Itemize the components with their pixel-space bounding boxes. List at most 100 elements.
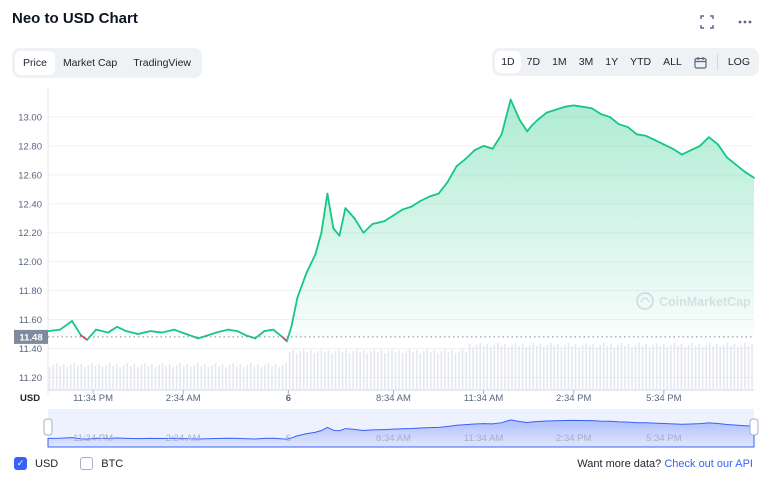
volume-bar (726, 343, 729, 389)
volume-bar (412, 352, 414, 389)
btc-checkbox[interactable] (80, 457, 94, 470)
tab-price[interactable]: Price (15, 51, 55, 75)
price-line-segment (332, 227, 341, 237)
volume-bar (648, 347, 651, 389)
volume-bar (398, 350, 400, 389)
volume-bar (271, 366, 273, 389)
volume-bar (232, 363, 234, 389)
price-line-segment (392, 208, 404, 217)
price-line-segment (599, 113, 611, 118)
navigator-tick-label: 11:34 AM (464, 433, 504, 444)
volume-bar (687, 345, 690, 389)
y-tick-label: 11.80 (19, 286, 42, 297)
range-3m[interactable]: 3M (578, 56, 594, 68)
calendar-icon[interactable] (688, 51, 713, 73)
volume-bar (631, 347, 633, 389)
range-1m[interactable]: 1M (552, 56, 567, 68)
price-line-segment (173, 328, 188, 335)
volume-bar (391, 349, 393, 389)
price-line-segment (206, 331, 218, 337)
volume-bar (564, 345, 566, 389)
volume-bar (246, 365, 249, 389)
volume-bar (249, 363, 252, 389)
volume-bar (447, 352, 450, 389)
navigator-tick-label: 11:34 PM (73, 433, 113, 444)
range-7d[interactable]: 7D (526, 56, 541, 68)
price-line-segment (377, 220, 386, 224)
log-scale-toggle[interactable]: LOG (727, 56, 750, 68)
price-line-segment (296, 272, 308, 299)
y-tick-label: 11.20 (19, 373, 42, 384)
volume-bar (147, 366, 150, 389)
volume-bar (599, 345, 602, 389)
tab-tradingview[interactable]: TradingView (133, 57, 191, 69)
currency-legend: ✓ USD BTC (14, 457, 137, 470)
price-line-segment (530, 118, 539, 127)
usd-checkbox[interactable]: ✓ (14, 457, 27, 470)
watermark-text: CoinMarketCap (659, 295, 751, 309)
navigator-handle-left[interactable] (43, 418, 53, 436)
volume-bar (221, 364, 224, 389)
volume-bar (426, 349, 429, 389)
volume-bar (394, 352, 397, 389)
volume-bar (730, 346, 732, 389)
volume-bar (490, 347, 492, 389)
volume-bar (369, 351, 372, 389)
api-note: Want more data? Check out our API (577, 458, 753, 470)
volume-bar (433, 350, 436, 389)
range-1d[interactable]: 1D (495, 51, 521, 73)
volume-bar (617, 345, 619, 389)
volume-bar (652, 345, 654, 389)
range-ytd[interactable]: YTD (630, 56, 652, 68)
volume-bar (500, 346, 503, 389)
volume-bar (345, 350, 347, 389)
price-line-segment (314, 231, 323, 256)
volume-bar (662, 344, 665, 389)
range-all[interactable]: ALL (663, 56, 682, 68)
volume-bar (239, 364, 241, 389)
legend-btc[interactable]: BTC (80, 457, 123, 470)
range-1y[interactable]: 1Y (605, 56, 619, 68)
price-line-segment (59, 320, 73, 331)
volume-bar (352, 351, 354, 389)
price-line-segment (161, 328, 176, 334)
volume-bar (465, 352, 467, 389)
legend-usd[interactable]: ✓ USD (14, 457, 58, 470)
baseline-label: 11.48 (19, 332, 42, 343)
volume-bar (514, 343, 517, 389)
range-navigator: 11:34 PM 2:34 AM 6 8:34 AM 11:34 AM 2:34 PM 5:… (43, 409, 759, 448)
volume-bar (211, 365, 213, 389)
volume-bar (182, 366, 185, 389)
api-note-text: Want more data? (577, 458, 662, 470)
api-link[interactable]: Check out our API (664, 458, 753, 470)
volume-bar (592, 344, 594, 389)
volume-bar (101, 367, 104, 389)
tab-market-cap[interactable]: Market Cap (62, 57, 118, 69)
volume-bar (454, 353, 457, 389)
fullscreen-icon[interactable] (697, 12, 717, 32)
volume-bar (235, 366, 238, 389)
volume-bar (348, 353, 351, 389)
volume-bar (655, 343, 658, 389)
volume-bar (200, 366, 203, 389)
volume-bar (267, 363, 270, 389)
volume-bar (175, 365, 178, 389)
volume-bar (384, 353, 386, 389)
volume-bar (73, 363, 76, 389)
price-line-segment (281, 336, 288, 343)
volume-bar (684, 347, 686, 389)
volume-bar (602, 343, 605, 389)
x-tick-label: 8:34 AM (376, 393, 411, 404)
more-options-icon[interactable] (735, 12, 755, 32)
volume-bar (539, 344, 542, 389)
volume-bar (497, 343, 499, 389)
price-line-segment (491, 133, 503, 150)
volume-bar (733, 344, 736, 389)
y-tick-label: 11.60 (19, 315, 42, 326)
price-line-segment (500, 98, 512, 136)
y-tick-label: 12.20 (18, 228, 42, 239)
volume-bar (659, 346, 662, 389)
navigator-handle-right[interactable] (749, 418, 759, 436)
volume-bar (461, 349, 464, 389)
volume-bar (542, 347, 545, 389)
